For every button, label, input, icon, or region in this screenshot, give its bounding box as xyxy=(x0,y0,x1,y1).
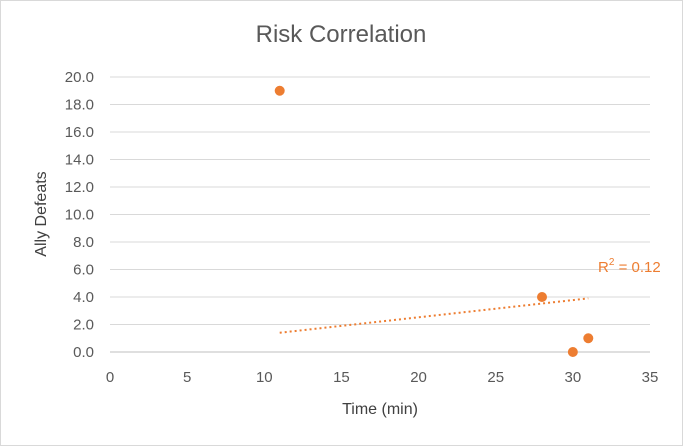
y-tick-label: 10.0 xyxy=(65,207,94,224)
y-tick-label: 2.0 xyxy=(73,317,94,334)
x-tick-label: 5 xyxy=(183,369,191,386)
r-squared-label: R2 = 0.12 xyxy=(598,257,661,276)
y-axis-tick-labels: 0.0 2.0 4.0 6.0 8.0 10.0 12.0 14.0 16.0 18.0 20.0 xyxy=(65,69,94,361)
x-tick-label: 30 xyxy=(565,369,582,386)
data-point xyxy=(537,292,547,302)
x-tick-label: 10 xyxy=(256,369,273,386)
x-axis-tick-labels: 0 5 10 15 20 25 30 35 xyxy=(106,369,659,386)
x-tick-label: 0 xyxy=(106,369,114,386)
data-point xyxy=(583,333,594,344)
y-tick-label: 14.0 xyxy=(65,152,94,169)
y-tick-label: 8.0 xyxy=(73,234,94,251)
y-tick-label: 18.0 xyxy=(65,97,94,114)
x-tick-label: 25 xyxy=(487,369,504,386)
trendline-layer xyxy=(279,297,589,334)
data-points xyxy=(274,85,594,357)
chart-title: Risk Correlation xyxy=(256,21,427,48)
x-tick-label: 20 xyxy=(410,369,427,386)
y-tick-label: 6.0 xyxy=(73,262,94,279)
gridlines xyxy=(110,76,650,353)
y-tick-label: 4.0 xyxy=(73,289,94,306)
x-tick-label: 15 xyxy=(333,369,350,386)
x-tick-label: 35 xyxy=(642,369,659,386)
y-axis-title: Ally Defeats xyxy=(33,171,50,256)
y-tick-label: 0.0 xyxy=(73,344,94,361)
x-axis-title: Time (min) xyxy=(342,401,418,418)
r-squared-symbol: R xyxy=(598,259,609,276)
y-tick-label: 16.0 xyxy=(65,124,94,141)
r-squared-exponent: 2 xyxy=(609,257,615,268)
trendline xyxy=(279,297,589,334)
y-tick-label: 12.0 xyxy=(65,179,94,196)
data-point xyxy=(274,85,285,96)
r-squared-value: = 0.12 xyxy=(614,259,660,276)
data-point xyxy=(567,347,578,357)
y-tick-label: 20.0 xyxy=(65,69,94,86)
